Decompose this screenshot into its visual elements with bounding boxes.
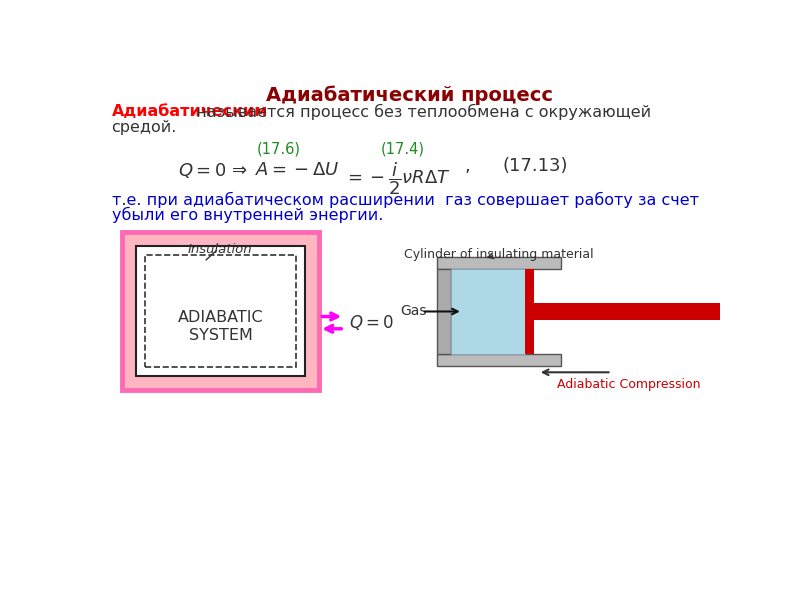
Text: называется процесс без теплообмена с окружающей: называется процесс без теплообмена с окр… xyxy=(191,104,651,121)
Text: $A=-\Delta U$: $A=-\Delta U$ xyxy=(255,161,339,179)
Text: (17.4): (17.4) xyxy=(380,141,424,156)
Bar xyxy=(451,269,525,354)
Text: Cylinder of insulating material: Cylinder of insulating material xyxy=(404,248,594,260)
Bar xyxy=(437,269,451,354)
Text: убыли его внутренней энергии.: убыли его внутренней энергии. xyxy=(112,207,383,223)
Bar xyxy=(437,354,561,366)
Text: ADIABATIC
SYSTEM: ADIABATIC SYSTEM xyxy=(178,310,263,343)
Bar xyxy=(122,232,319,390)
Bar xyxy=(437,257,561,269)
Bar xyxy=(525,269,534,354)
Text: средой.: средой. xyxy=(112,120,177,135)
Bar xyxy=(136,246,306,376)
Text: Адиабатический процесс: Адиабатический процесс xyxy=(266,86,554,106)
Text: т.е. при адиабатическом расширении  газ совершает работу за счет: т.е. при адиабатическом расширении газ с… xyxy=(112,191,698,208)
Text: Gas: Gas xyxy=(400,304,426,319)
Text: Insulation: Insulation xyxy=(188,243,253,256)
Text: Адиабатическим: Адиабатическим xyxy=(112,104,268,119)
Text: ,: , xyxy=(464,157,470,175)
Text: $Q=0$: $Q=0$ xyxy=(349,313,394,332)
Text: $Q=0$: $Q=0$ xyxy=(178,161,226,179)
Text: Adiabatic Compression: Adiabatic Compression xyxy=(558,378,701,391)
Text: $=-\dfrac{i}{2}\nu R\Delta T$: $=-\dfrac{i}{2}\nu R\Delta T$ xyxy=(344,161,451,197)
Text: (17.6): (17.6) xyxy=(256,141,300,156)
Bar xyxy=(145,255,296,367)
Text: (17.13): (17.13) xyxy=(503,157,569,175)
Bar xyxy=(534,303,720,320)
Text: $\Rightarrow$: $\Rightarrow$ xyxy=(228,161,247,179)
